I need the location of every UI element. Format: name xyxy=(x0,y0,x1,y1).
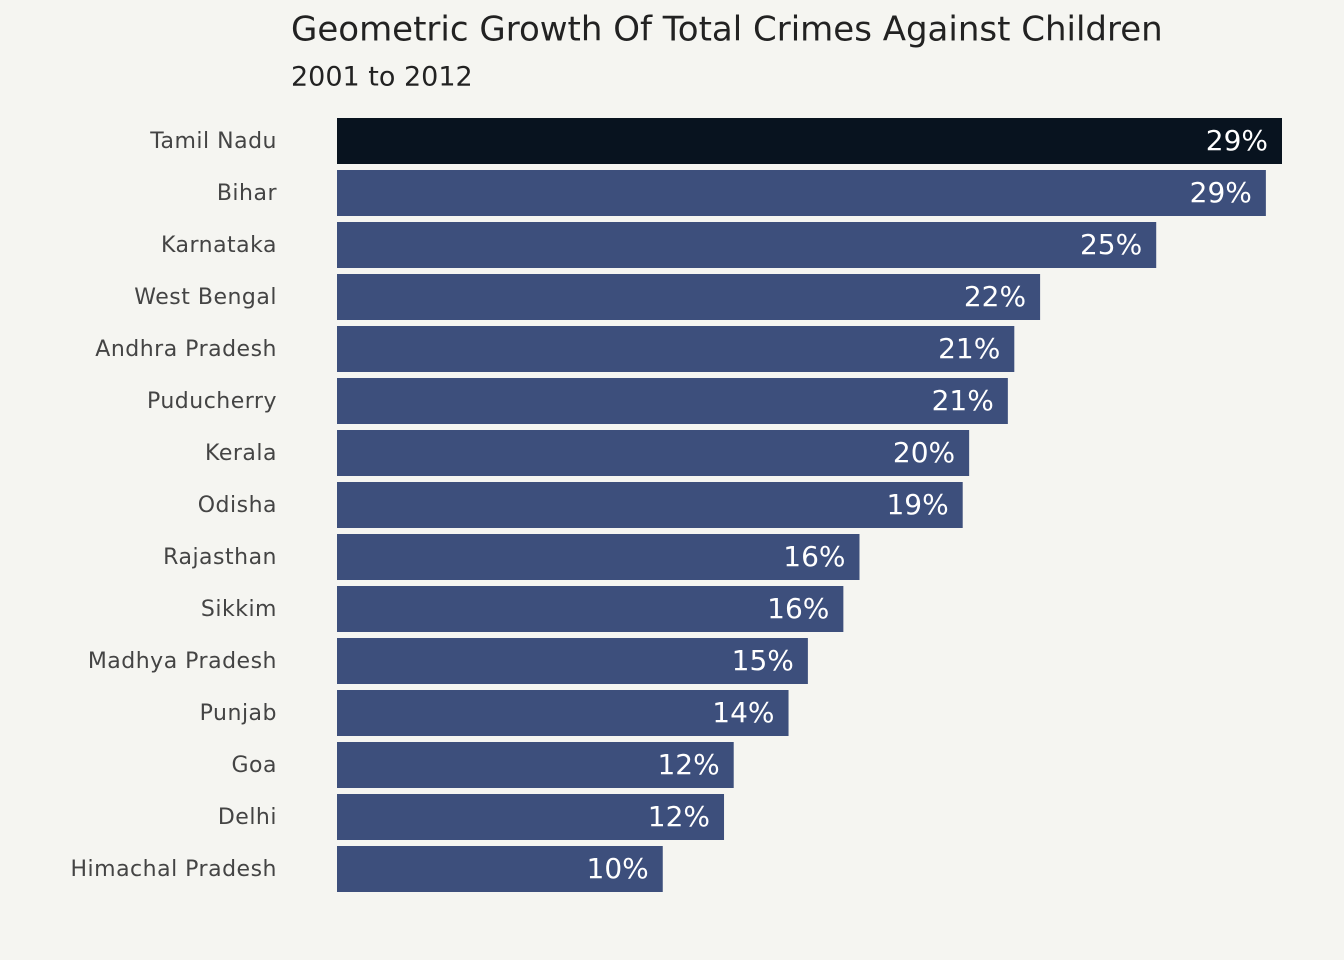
value-label: 25% xyxy=(1080,228,1142,261)
value-label: 21% xyxy=(932,384,994,417)
value-label: 29% xyxy=(1206,124,1268,157)
value-label: 22% xyxy=(964,280,1026,313)
category-label: West Bengal xyxy=(134,285,277,310)
bar xyxy=(337,430,970,476)
category-label: Odisha xyxy=(198,493,277,518)
value-label: 10% xyxy=(587,852,649,885)
category-label: Goa xyxy=(232,753,278,778)
value-label: 16% xyxy=(767,592,829,625)
bar xyxy=(337,690,789,736)
category-label: Andhra Pradesh xyxy=(95,337,277,362)
value-label: 14% xyxy=(712,696,774,729)
chart-subtitle: 2001 to 2012 xyxy=(291,62,473,93)
bar xyxy=(337,742,734,788)
bar xyxy=(337,534,860,580)
bar xyxy=(337,638,808,684)
bar xyxy=(337,378,1008,424)
value-label: 19% xyxy=(886,488,948,521)
bar xyxy=(337,794,725,840)
category-label: Punjab xyxy=(200,701,277,726)
category-label: Rajasthan xyxy=(163,545,277,570)
category-label: Karnataka xyxy=(161,233,277,258)
bar xyxy=(337,326,1015,372)
category-label: Bihar xyxy=(217,181,278,206)
bar xyxy=(337,482,963,528)
category-label: Himachal Pradesh xyxy=(70,857,277,882)
category-label: Tamil Nadu xyxy=(149,129,277,154)
category-label: Puducherry xyxy=(147,389,277,414)
bar xyxy=(337,586,844,632)
chart-title: Geometric Growth Of Total Crimes Against… xyxy=(291,10,1163,50)
category-label: Sikkim xyxy=(201,597,277,622)
value-label: 21% xyxy=(938,332,1000,365)
bar xyxy=(337,118,1282,164)
value-label: 12% xyxy=(648,800,710,833)
value-label: 16% xyxy=(783,540,845,573)
bar xyxy=(337,170,1266,216)
value-label: 15% xyxy=(732,644,794,677)
category-label: Kerala xyxy=(205,441,277,466)
category-label: Madhya Pradesh xyxy=(88,649,277,674)
value-label: 29% xyxy=(1190,176,1252,209)
category-label: Delhi xyxy=(218,805,277,830)
bar xyxy=(337,222,1157,268)
value-label: 20% xyxy=(893,436,955,469)
bar xyxy=(337,846,663,892)
value-label: 12% xyxy=(657,748,719,781)
bar xyxy=(337,274,1041,320)
